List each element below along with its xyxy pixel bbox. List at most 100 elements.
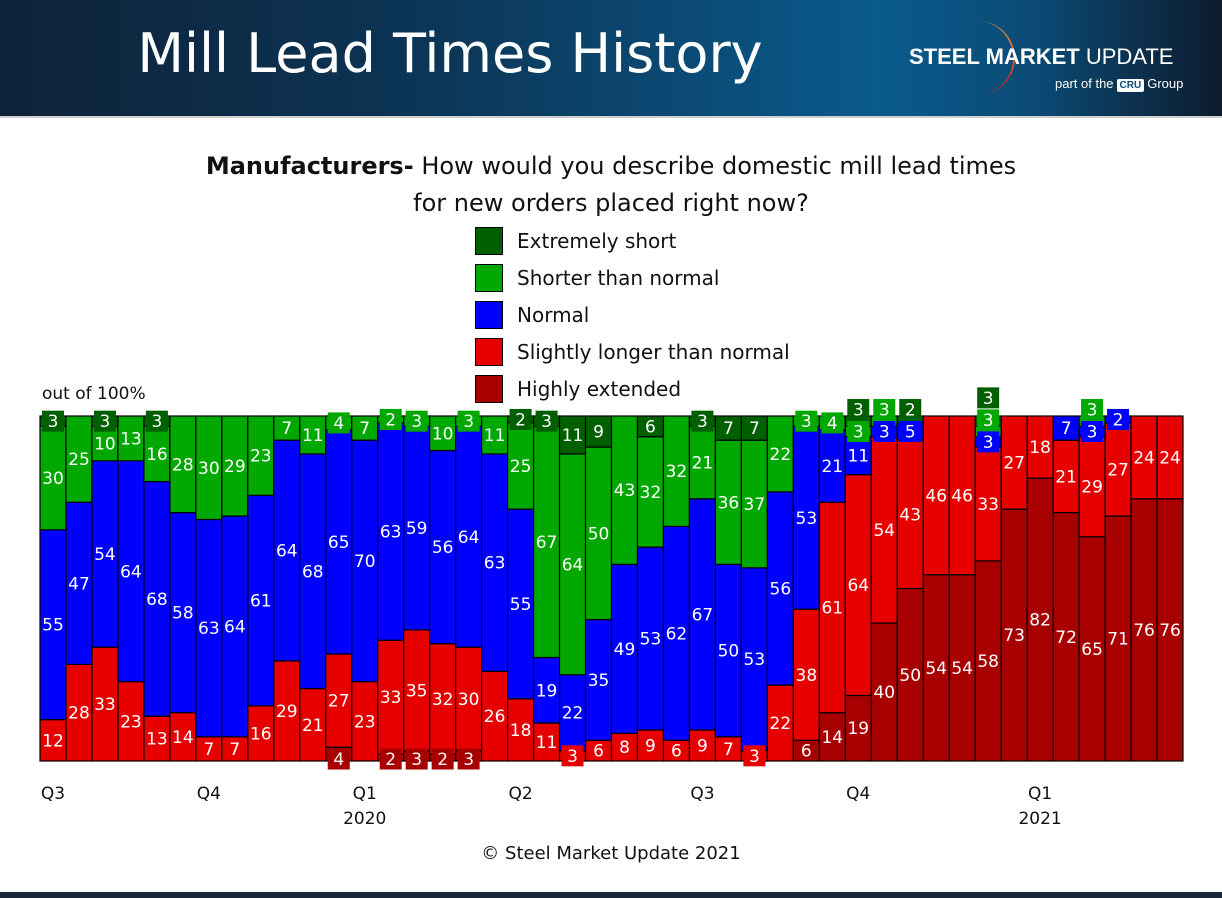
data-label-box bbox=[457, 748, 480, 770]
bar-segment bbox=[792, 608, 820, 741]
data-label: 5 bbox=[905, 423, 916, 443]
data-label-box bbox=[873, 421, 896, 443]
data-label: 7 bbox=[749, 419, 760, 439]
data-label: 4 bbox=[827, 414, 838, 434]
bar-segment bbox=[610, 415, 639, 565]
data-label: 7 bbox=[281, 419, 292, 439]
data-label-box bbox=[847, 399, 870, 421]
data-label: 3 bbox=[697, 412, 708, 432]
data-label: 13 bbox=[120, 429, 142, 449]
data-label: 19 bbox=[536, 681, 558, 701]
data-label: 33 bbox=[977, 495, 999, 515]
data-label: 47 bbox=[68, 574, 90, 594]
data-label-box bbox=[379, 408, 402, 430]
bar-segment bbox=[1078, 436, 1106, 538]
bar-segment bbox=[91, 425, 119, 462]
bar-segment bbox=[351, 681, 379, 762]
data-label: 3 bbox=[100, 412, 111, 432]
bar-segment bbox=[818, 429, 846, 503]
bar-segment bbox=[1000, 415, 1028, 510]
data-label: 50 bbox=[718, 642, 740, 662]
y-axis-label: out of 100% bbox=[42, 384, 146, 404]
bar-segment bbox=[247, 415, 275, 496]
legend-item: Normal bbox=[475, 296, 790, 333]
data-label: 64 bbox=[562, 555, 584, 575]
data-label: 35 bbox=[588, 671, 610, 691]
legend-label: Highly extended bbox=[517, 376, 682, 401]
bar-segment bbox=[429, 415, 457, 452]
data-label: 2 bbox=[1113, 410, 1124, 430]
bar-segment bbox=[1052, 415, 1080, 441]
data-label: 68 bbox=[146, 590, 168, 610]
data-label: 38 bbox=[796, 666, 818, 686]
data-label: 59 bbox=[406, 519, 428, 539]
data-label: 68 bbox=[302, 562, 324, 582]
bar-segment bbox=[714, 415, 742, 441]
bar-segment bbox=[325, 429, 353, 655]
bar-segment bbox=[766, 415, 794, 493]
data-label: 23 bbox=[354, 712, 376, 732]
data-label: 9 bbox=[697, 736, 708, 756]
data-label: 2 bbox=[515, 410, 526, 430]
data-label: 53 bbox=[744, 650, 766, 670]
data-label: 76 bbox=[1133, 621, 1155, 641]
data-label: 25 bbox=[68, 450, 90, 470]
bar-segment bbox=[39, 425, 67, 531]
logo-subtext: part of the CRU Group bbox=[1055, 76, 1184, 92]
data-label: 2 bbox=[385, 410, 396, 430]
data-label: 64 bbox=[458, 528, 480, 548]
data-label: 3 bbox=[801, 412, 812, 432]
legend-item: Highly extended bbox=[475, 370, 790, 407]
data-label: 6 bbox=[645, 417, 656, 437]
data-label: 54 bbox=[951, 659, 973, 679]
data-label: 58 bbox=[977, 652, 999, 672]
data-label: 3 bbox=[879, 423, 890, 443]
data-label-box bbox=[405, 410, 428, 432]
bar-segment bbox=[558, 415, 587, 455]
data-label: 63 bbox=[380, 523, 402, 543]
bar-segment bbox=[688, 498, 717, 731]
copyright: © Steel Market Update 2021 bbox=[481, 843, 741, 864]
bar-segment bbox=[1104, 422, 1132, 517]
data-label: 3 bbox=[749, 747, 760, 767]
data-label: 7 bbox=[723, 740, 734, 760]
bar-segment bbox=[1156, 498, 1184, 762]
data-label: 64 bbox=[276, 542, 298, 562]
x-tick-label: Q1 bbox=[1028, 784, 1052, 804]
data-label-box bbox=[873, 399, 896, 421]
data-label: 29 bbox=[276, 702, 298, 722]
data-label: 10 bbox=[94, 435, 116, 455]
data-label: 65 bbox=[1081, 640, 1103, 660]
data-label: 30 bbox=[458, 690, 480, 710]
steel-market-update-logo: STEEL MARKET UPDATE part of the CRU Group bbox=[905, 14, 1205, 104]
data-label: 9 bbox=[593, 423, 604, 443]
data-label: 40 bbox=[873, 683, 895, 703]
data-label: 29 bbox=[224, 457, 246, 477]
bar-segment bbox=[662, 415, 691, 528]
data-label: 63 bbox=[484, 554, 506, 574]
bar-segment bbox=[1026, 477, 1054, 762]
data-label-box bbox=[691, 410, 714, 432]
bar-segment bbox=[636, 546, 665, 731]
bar-segment bbox=[39, 718, 67, 762]
data-label: 3 bbox=[983, 411, 994, 431]
data-label-box bbox=[847, 421, 870, 443]
bar-segment bbox=[870, 436, 898, 624]
bar-segment bbox=[403, 425, 431, 631]
data-label: 10 bbox=[432, 424, 454, 444]
data-label: 2 bbox=[905, 401, 916, 421]
data-label: 71 bbox=[1107, 630, 1129, 650]
bar-segment bbox=[584, 446, 613, 621]
bar-segment bbox=[948, 415, 976, 576]
data-label: 56 bbox=[432, 538, 454, 558]
data-label: 7 bbox=[203, 740, 214, 760]
data-label: 43 bbox=[614, 481, 636, 501]
data-label: 27 bbox=[328, 692, 350, 712]
bar-segment bbox=[143, 715, 171, 762]
data-label: 3 bbox=[983, 389, 994, 409]
data-label: 11 bbox=[484, 426, 506, 446]
data-label: 22 bbox=[562, 704, 584, 724]
bar-segment bbox=[922, 574, 950, 762]
data-label: 3 bbox=[541, 412, 552, 432]
data-label-box bbox=[535, 410, 558, 432]
